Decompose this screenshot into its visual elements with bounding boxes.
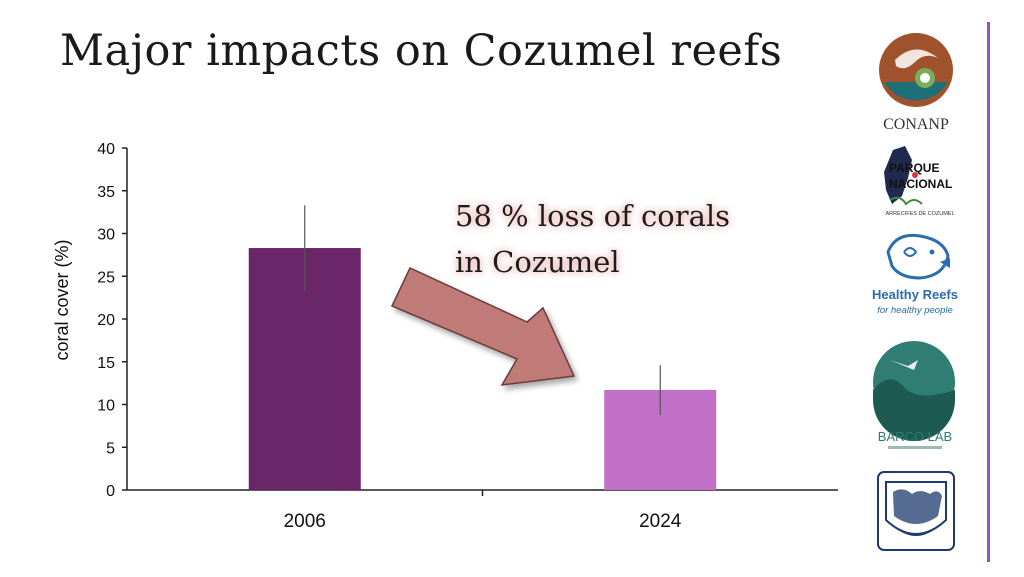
parque-sub-label: ARRECIFES DE COZUMEL bbox=[885, 211, 954, 217]
parque-label-2: NACIONAL bbox=[889, 177, 952, 191]
sidebar-divider bbox=[987, 22, 990, 562]
annotation-line-1: 58 % loss of corals bbox=[455, 199, 730, 233]
conanp-label: CONANP bbox=[883, 116, 949, 133]
healthy-reefs-sub: for healthy people bbox=[877, 305, 953, 316]
slide-title: Major impacts on Cozumel reefs bbox=[60, 26, 783, 76]
y-tick-label: 25 bbox=[97, 269, 115, 286]
loss-arrow bbox=[390, 267, 576, 386]
healthy-reefs-title: Healthy Reefs bbox=[872, 287, 958, 302]
y-tick-label: 40 bbox=[97, 141, 115, 158]
x-tick-label: 2006 bbox=[284, 511, 326, 532]
conanp-logo: CONANP bbox=[879, 33, 953, 133]
y-tick-label: 35 bbox=[97, 184, 115, 201]
y-tick-label: 20 bbox=[97, 312, 115, 329]
chart-x-labels: 2006 2024 bbox=[284, 511, 682, 532]
chart-error-bars bbox=[304, 205, 661, 415]
chart-y-ticks: 0 5 10 15 20 25 30 35 40 bbox=[97, 141, 127, 500]
healthy-reefs-logo: Healthy Reefs for healthy people bbox=[872, 233, 958, 316]
x-tick-label: 2024 bbox=[639, 511, 682, 532]
loss-annotation: 58 % loss of corals in Cozumel bbox=[455, 199, 730, 279]
barco-lab-label: BARCO LAB bbox=[878, 429, 952, 444]
y-tick-label: 5 bbox=[106, 440, 115, 457]
y-tick-label: 10 bbox=[97, 398, 115, 415]
barco-lab-logo: BARCO LAB bbox=[873, 341, 955, 449]
parque-nacional-logo: PARQUE NACIONAL ARRECIFES DE COZUMEL bbox=[884, 146, 955, 217]
y-tick-label: 0 bbox=[106, 483, 115, 500]
y-axis-label: coral cover (%) bbox=[52, 239, 72, 360]
y-tick-label: 30 bbox=[97, 227, 115, 244]
unam-seal-logo bbox=[877, 471, 955, 551]
parque-label-1: PARQUE bbox=[889, 161, 939, 175]
annotation-line-2: in Cozumel bbox=[455, 245, 620, 279]
y-tick-label: 15 bbox=[97, 355, 115, 372]
